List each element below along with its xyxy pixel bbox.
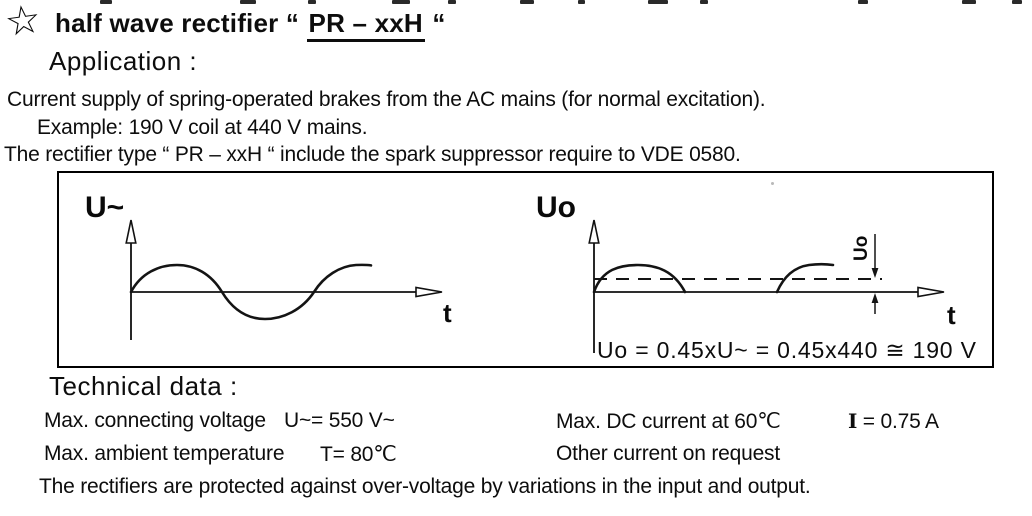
scan-artifact xyxy=(578,0,585,4)
dimension-label: Uo xyxy=(851,236,872,261)
technical-data-heading: Technical data : xyxy=(49,371,238,401)
scan-artifact xyxy=(962,0,976,4)
rectified-hump-2 xyxy=(775,262,835,294)
waveform-diagram: U~ t Uo Uo t xyxy=(85,191,956,353)
left-x-axis-arrow-icon xyxy=(415,286,443,298)
scan-artifact xyxy=(392,0,410,4)
max-dc-current-value: I = 0.75 A xyxy=(848,409,939,434)
scan-artifact xyxy=(648,0,668,4)
left-y-axis-arrow-icon xyxy=(125,219,137,244)
current-value: = 0.75 A xyxy=(862,410,939,433)
max-ambient-temperature-label: Max. ambient temperature xyxy=(44,442,285,465)
dimension-arrow-down-icon xyxy=(871,268,879,278)
page-title: half wave rectifier “ PR – xxH “ xyxy=(55,8,446,42)
left-x-axis-label: t xyxy=(443,298,452,328)
scan-artifact xyxy=(700,0,708,4)
star-icon: ☆ xyxy=(2,0,44,46)
scan-artifact xyxy=(858,0,868,4)
protection-footnote: The rectifiers are protected against ove… xyxy=(39,475,811,498)
scan-artifact xyxy=(448,0,456,4)
rectified-hump-1 xyxy=(592,263,687,294)
application-heading: Application : xyxy=(49,46,198,76)
other-current-note: Other current on request xyxy=(556,442,780,465)
max-dc-current-label: Max. DC current at 60℃ xyxy=(556,410,781,433)
output-voltage-formula: Uo = 0.45xU~ = 0.45x440 ≅ 190 V xyxy=(597,337,977,363)
sine-waveform xyxy=(129,263,373,321)
left-y-axis-label: U~ xyxy=(85,191,124,224)
waveform-figure: U~ t Uo Uo t Uo = 0.45xU~ = 0.45x440 ≅ 1… xyxy=(57,171,994,368)
max-connecting-voltage-label: Max. connecting voltage xyxy=(44,409,266,432)
scan-artifact xyxy=(308,0,316,4)
right-y-axis-arrow-icon xyxy=(588,219,600,244)
max-connecting-voltage-value: U~= 550 V~ xyxy=(284,409,395,432)
close-quote: “ xyxy=(432,8,446,38)
application-line-3: The rectifier type “ PR – xxH “ include … xyxy=(4,143,741,166)
scan-artifact xyxy=(100,0,112,4)
right-x-axis-arrow-icon xyxy=(917,286,945,298)
scan-artifact xyxy=(520,0,534,4)
application-line-2: Example: 190 V coil at 440 V mains. xyxy=(37,116,368,139)
scan-artifact xyxy=(1012,0,1022,4)
scan-noise-dot xyxy=(771,182,774,185)
right-y-axis-label: Uo xyxy=(536,191,576,224)
current-symbol: I xyxy=(848,409,858,433)
max-ambient-temperature-value: T= 80℃ xyxy=(320,443,397,466)
right-x-axis-label: t xyxy=(947,300,956,330)
dimension-arrow-up-icon xyxy=(871,293,879,303)
application-line-1: Current supply of spring-operated brakes… xyxy=(7,88,766,111)
page-title-text: half wave rectifier xyxy=(55,8,279,38)
model-code: PR – xxH xyxy=(306,8,425,42)
scan-artifact xyxy=(240,0,256,4)
open-quote: “ xyxy=(285,8,300,38)
